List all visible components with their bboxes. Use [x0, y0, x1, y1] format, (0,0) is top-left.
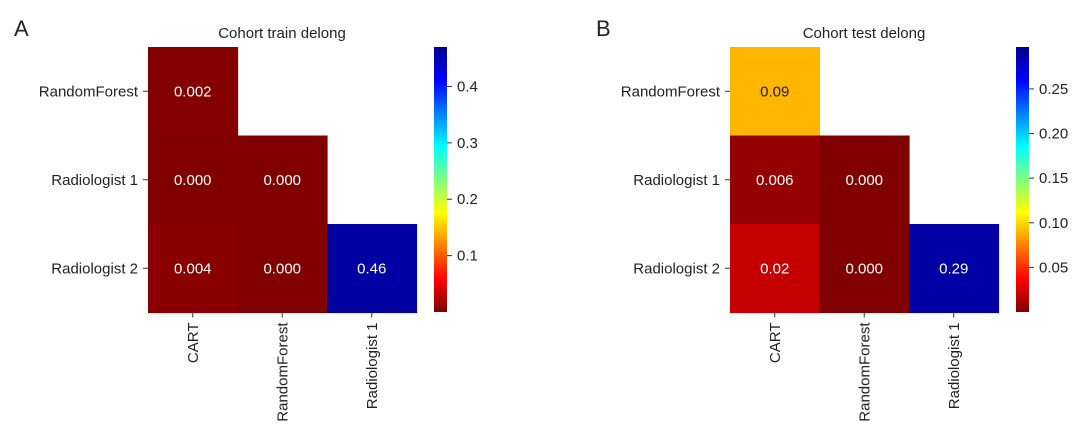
panel-a-cell-randomforest-cart — [148, 47, 239, 137]
panel-b-row-label-radiologist-2: Radiologist 2 — [633, 260, 720, 277]
panel-b-colorbar-ticks: 0.05 0.10 0.15 0.20 0.25 — [1029, 81, 1068, 276]
panel-a-colorbar-tick-label: 0.2 — [457, 191, 478, 208]
panel-b-col-label-cart: CART — [767, 323, 784, 364]
panel-a-cell-radiologist-1-randomforest — [237, 135, 328, 225]
panel-a-col-labels: CART RandomForest Radiologist 1 — [185, 312, 381, 422]
panel-b-cells: 0.09 0.006 0.000 0.02 0.000 0.29 — [730, 47, 1000, 314]
panel-a-cell-label-radiologist-2-randomforest: 0.000 — [263, 260, 301, 277]
panel-b-cell-label-radiologist-2-radiologist-1: 0.29 — [939, 260, 968, 277]
panel-a-col-label-cart: CART — [185, 323, 202, 364]
panel-a-cell-label-radiologist-2-radiologist-1: 0.46 — [357, 260, 386, 277]
panel-a-row-label-randomforest: RandomForest — [39, 83, 139, 100]
panel-b-cell-radiologist-2-radiologist-1 — [909, 224, 1000, 314]
panel-b-cell-label-randomforest-cart: 0.09 — [760, 83, 789, 100]
panel-a-cell-radiologist-2-radiologist-1 — [327, 224, 418, 314]
panel-b-cell-radiologist-2-randomforest — [819, 224, 910, 314]
panel-a-colorbar-tick-label: 0.3 — [457, 135, 478, 152]
panel-a-cells: 0.002 0.000 0.000 0.004 0.000 0.46 — [148, 47, 418, 314]
panel-b-col-label-radiologist-1: Radiologist 1 — [946, 323, 963, 410]
panel-b-cell-label-radiologist-2-cart: 0.02 — [760, 260, 789, 277]
panel-b-cell-label-radiologist-1-randomforest: 0.000 — [845, 172, 883, 189]
panel-a-colorbar-ticks: 0.1 0.2 0.3 0.4 — [447, 78, 478, 265]
panel-b-colorbar-tick-label: 0.25 — [1039, 81, 1068, 98]
panel-a-col-label-randomforest: RandomForest — [274, 322, 291, 422]
panel-a-colorbar-tick-label: 0.4 — [457, 78, 478, 95]
panel-a-colorbar-gradient — [434, 47, 447, 312]
panel-b-colorbar-tick-label: 0.20 — [1039, 126, 1068, 143]
panel-a-row-label-radiologist-1: Radiologist 1 — [51, 172, 138, 189]
panel-a-cell-label-radiologist-1-randomforest: 0.000 — [263, 172, 301, 189]
panel-b-cell-radiologist-1-cart — [730, 135, 821, 225]
panel-b-cell-label-radiologist-2-randomforest: 0.000 — [845, 260, 883, 277]
panel-a-cell-label-radiologist-1-cart: 0.000 — [174, 172, 212, 189]
panel-b-col-label-randomforest: RandomForest — [856, 322, 873, 422]
panel-b-row-label-randomforest: RandomForest — [621, 83, 721, 100]
panel-a-label: A — [14, 16, 29, 41]
panel-a-colorbar: 0.1 0.2 0.3 0.4 — [434, 47, 478, 312]
panel-b-cell-radiologist-2-cart — [730, 224, 821, 314]
panel-b-colorbar-gradient — [1016, 47, 1029, 312]
panel-a-cell-label-radiologist-2-cart: 0.004 — [174, 260, 212, 277]
panel-b-title: Cohort test delong — [803, 25, 926, 42]
panel-a-cell-radiologist-2-cart — [148, 224, 239, 314]
panel-b-colorbar-tick-label: 0.15 — [1039, 170, 1068, 187]
panel-b-label: B — [596, 16, 611, 41]
panel-a-cell-radiologist-1-cart — [148, 135, 239, 225]
panel-b-cell-randomforest-cart — [730, 47, 821, 137]
panel-a-colorbar-tick-label: 0.1 — [457, 248, 478, 265]
panel-b-cell-radiologist-1-randomforest — [819, 135, 910, 225]
panel-b-col-labels: CART RandomForest Radiologist 1 — [767, 312, 963, 422]
panel-a-cell-label-randomforest-cart: 0.002 — [174, 83, 212, 100]
panel-b-row-label-radiologist-1: Radiologist 1 — [633, 172, 720, 189]
panel-b-colorbar-tick-label: 0.10 — [1039, 215, 1068, 232]
panel-b-row-labels: RandomForest Radiologist 1 Radiologist 2 — [621, 83, 730, 277]
panel-a-row-label-radiologist-2: Radiologist 2 — [51, 260, 138, 277]
panel-b-colorbar-tick-label: 0.05 — [1039, 259, 1068, 276]
panel-a-title: Cohort train delong — [218, 25, 346, 42]
panel-a-col-label-radiologist-1: Radiologist 1 — [364, 323, 381, 410]
panel-b-colorbar: 0.05 0.10 0.15 0.20 0.25 — [1016, 47, 1068, 312]
panel-a-cell-radiologist-2-randomforest — [237, 224, 328, 314]
panel-a-row-labels: RandomForest Radiologist 1 Radiologist 2 — [39, 83, 148, 277]
panel-b-cell-label-radiologist-1-cart: 0.006 — [756, 172, 794, 189]
